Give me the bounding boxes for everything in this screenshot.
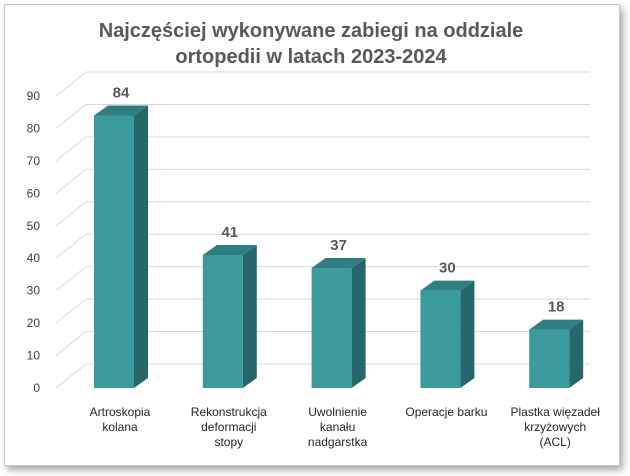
y-tick-label: 0 — [33, 381, 40, 395]
gridline-diagonal — [55, 266, 87, 292]
bar-side — [460, 280, 475, 388]
data-label: 30 — [439, 260, 456, 277]
bar-top — [94, 105, 148, 116]
x-tick-label: Uwolnienie kanału nadgarstka — [308, 405, 368, 449]
y-tick-label: 20 — [27, 316, 41, 330]
y-tick-label: 90 — [27, 89, 41, 103]
gridline-diagonal — [55, 71, 87, 97]
data-label: 84 — [113, 84, 130, 101]
x-tick-label-line: Rekonstrukcja — [191, 405, 267, 419]
x-tick-label-line: Operacje barku — [405, 405, 487, 419]
chart-title-line-1: Najczęściej wykonywane zabiegi na oddzia… — [98, 20, 524, 42]
x-tick-label: Plastka więzadeł krzyżowych (ACL) — [511, 405, 601, 449]
x-tick-label: Rekonstrukcja deformacji stopy — [191, 405, 267, 449]
gridline-diagonal — [55, 136, 87, 162]
x-tick-label-line: stopy — [214, 435, 243, 449]
gridline-diagonal — [55, 298, 87, 324]
gridline-diagonal — [55, 168, 87, 194]
bar-side — [134, 105, 148, 388]
gridline-diagonal — [55, 233, 87, 259]
y-tick-label: 60 — [27, 186, 41, 200]
data-label: 41 — [221, 224, 238, 241]
y-tick-label: 80 — [27, 121, 41, 135]
x-tick-label-line: deformacji — [201, 420, 256, 434]
bar-side — [242, 244, 257, 388]
y-tick-label: 50 — [27, 219, 41, 233]
bar — [420, 290, 461, 388]
x-tick-label-line: Artroskopia — [90, 405, 151, 419]
chart-title-line-2: ortopedii w latach 2023-2024 — [175, 46, 447, 68]
x-tick-label-line: kanału — [320, 420, 355, 434]
x-tick-label-line: kolana — [102, 420, 138, 434]
x-tick-label-line: krzyżowych — [524, 420, 586, 434]
y-tick-label: 30 — [27, 284, 41, 298]
chart-title: Najczęściej wykonywane zabiegi na oddzia… — [4, 18, 618, 70]
bar-top — [202, 244, 257, 255]
x-tick-label-line: nadgarstka — [308, 435, 368, 449]
bar-top — [311, 257, 366, 268]
bar — [94, 115, 134, 388]
bar-top — [420, 280, 475, 291]
gridline-diagonal — [55, 201, 87, 227]
data-label: 37 — [330, 237, 347, 254]
bar — [202, 254, 243, 388]
x-tick-label-line: Plastka więzadeł — [511, 405, 601, 419]
bar — [311, 267, 352, 388]
bar-top — [529, 319, 584, 330]
data-label: 18 — [548, 299, 565, 316]
x-tick-label-line: (ACL) — [540, 435, 571, 449]
y-tick-label: 70 — [27, 154, 41, 168]
y-tick-label: 10 — [27, 349, 41, 363]
gridline-diagonal — [55, 331, 87, 356]
y-tick-label: 40 — [27, 251, 41, 265]
bar-side — [569, 319, 584, 388]
bar-side — [351, 257, 366, 388]
x-tick-label-line: Uwolnienie — [308, 405, 367, 419]
bar — [529, 329, 570, 388]
gridline-diagonal — [55, 363, 87, 389]
gridline-diagonal — [55, 104, 87, 129]
x-tick-label: Operacje barku — [405, 405, 487, 419]
x-tick-label: Artroskopia kolana — [90, 405, 151, 434]
